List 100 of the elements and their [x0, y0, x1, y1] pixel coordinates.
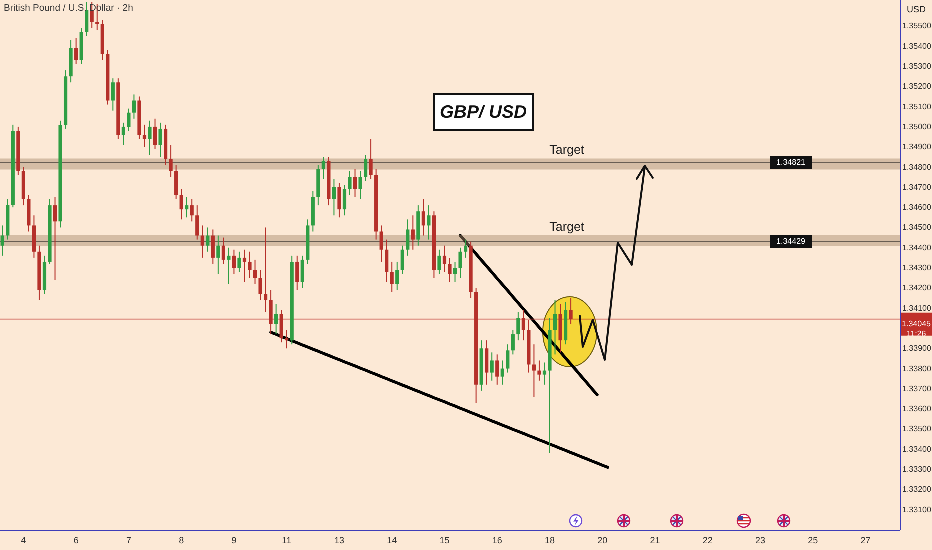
text: GBP/ USD: [433, 93, 534, 131]
x-tick-label: 9: [232, 536, 237, 546]
x-tick-label: 16: [492, 536, 502, 546]
candlestick: [453, 261, 458, 283]
candlestick: [74, 38, 78, 65]
x-tick-label: 6: [74, 536, 79, 546]
candlestick: [338, 182, 342, 218]
candlestick: [506, 344, 510, 374]
candlestick: [427, 205, 431, 240]
candlestick: [216, 235, 220, 275]
x-tick-label: 21: [650, 536, 660, 546]
candlestick: [380, 225, 384, 262]
candlestick: [222, 237, 226, 264]
candlestick: [500, 360, 504, 386]
candlestick: [364, 154, 368, 182]
candlestick: [206, 227, 210, 252]
x-tick-label: 13: [334, 536, 344, 546]
candlestick: [180, 188, 184, 220]
y-tick-label: 1.34400: [902, 243, 932, 252]
y-tick-label: 1.34300: [902, 264, 932, 273]
candlestick: [264, 227, 268, 313]
x-tick-label: 23: [756, 536, 766, 546]
y-tick-label: 1.34500: [902, 223, 932, 232]
candlestick: [538, 360, 542, 382]
y-tick-label: 1.33300: [902, 465, 932, 474]
candlestick: [153, 118, 158, 150]
candlestick: [532, 344, 536, 398]
candlestick: [448, 257, 452, 283]
candlestick: [396, 261, 400, 291]
candlestick: [458, 247, 462, 279]
candlestick: [496, 354, 500, 386]
candlestick: [490, 352, 494, 382]
candlestick: [516, 312, 520, 342]
candlestick: [285, 330, 289, 350]
candlestick: [542, 362, 547, 386]
candlestick: [122, 122, 126, 146]
x-tick-label: 8: [179, 536, 184, 546]
candlestick: [438, 249, 442, 275]
candlestick: [348, 170, 352, 196]
candlestick: [442, 245, 447, 273]
candlestick: [322, 156, 326, 180]
y-tick-label: 1.35100: [902, 102, 932, 112]
x-tick-label: 20: [598, 536, 608, 546]
candlestick: [53, 196, 58, 281]
y-tick-label: 1.34600: [902, 203, 932, 212]
candlestick: [211, 229, 215, 264]
candlestick: [353, 168, 358, 198]
x-tick-label: 4: [21, 536, 26, 546]
candlestick: [385, 239, 389, 283]
y-tick-label: 1.34200: [902, 284, 932, 293]
candlestick: [248, 251, 252, 279]
candlestick: [242, 249, 247, 283]
y-tick-label: 1.33200: [902, 485, 932, 494]
candlestick: [342, 184, 347, 216]
candlestick: [258, 270, 262, 301]
candlestick: [158, 122, 162, 158]
y-tick-label: 1.35500: [902, 22, 932, 31]
x-tick-label: 14: [387, 536, 398, 546]
candlestick: [390, 261, 394, 293]
candlestick: [185, 196, 189, 218]
band-label: Target: [550, 220, 585, 234]
candlestick: [369, 138, 373, 180]
ref-line-label: 1.34429: [776, 237, 806, 246]
candlestick: [511, 330, 515, 356]
candlestick: [132, 94, 136, 120]
candlestick: [464, 239, 468, 258]
x-tick-label: 18: [544, 536, 556, 546]
y-tick-label: 1.34800: [902, 162, 932, 172]
candlestick: [142, 124, 147, 148]
candlestick: [227, 247, 231, 285]
y-tick-label: 1.33400: [902, 444, 932, 454]
x-tick-label: 7: [126, 536, 132, 546]
y-tick-label: 1.34700: [902, 182, 932, 192]
candlestick: [127, 108, 131, 132]
x-tick-label: 15: [440, 536, 450, 546]
candlestick: [0, 225, 4, 256]
line-series: [459, 234, 599, 396]
x-tick-label: 25: [808, 536, 818, 546]
candlestick: [148, 120, 152, 156]
x-tick-label: 27: [860, 536, 871, 546]
y-axis-title: USD: [906, 4, 926, 14]
band-label: Target: [550, 143, 585, 158]
candlestick: [85, 2, 89, 37]
candlestick: [332, 178, 336, 216]
candlestick: [358, 170, 362, 200]
candlestick: [406, 219, 410, 256]
y-tick-label: 1.33500: [902, 424, 932, 434]
candlestick: [169, 144, 173, 178]
y-tick-label: 1.35000: [902, 122, 932, 132]
y-tick-label: 1.33600: [902, 404, 932, 414]
y-tick-label: 1.35400: [902, 42, 932, 51]
y-tick-label: 1.33100: [902, 505, 932, 514]
y-tick-label: 1.35300: [902, 62, 932, 71]
x-tick-label: 11: [282, 536, 292, 546]
candlestick: [232, 249, 236, 275]
candlestick: [422, 199, 426, 236]
ref-line-label: 1.34821: [776, 158, 806, 168]
candlestick: [196, 205, 200, 240]
candlestick: [238, 251, 242, 273]
candlestick: [190, 199, 194, 222]
